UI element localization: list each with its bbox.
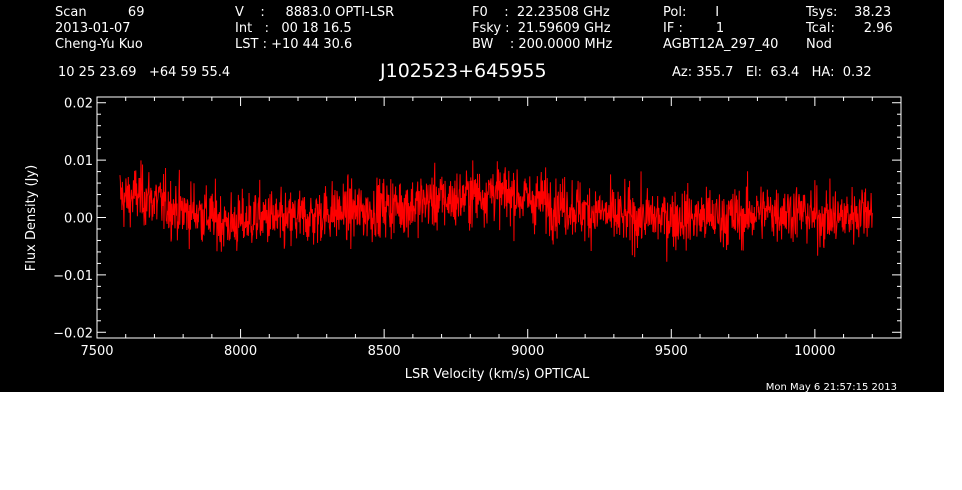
x-axis-label: LSR Velocity (km/s) OPTICAL (405, 367, 590, 382)
y-axis-label: Flux Density (Jy) (24, 165, 39, 271)
header-bw: BW : 200.0000 MHz (472, 37, 613, 52)
y-tick-label: 0.01 (64, 154, 93, 169)
y-tick-label: −0.02 (53, 326, 93, 341)
header-date: 2013-01-07 (55, 21, 131, 36)
source-name: J102523+645955 (380, 60, 547, 82)
x-tick-label: 9500 (655, 344, 688, 359)
header-nod: Nod (806, 37, 832, 52)
y-tick-label: −0.01 (53, 269, 93, 284)
spectrum-line (119, 160, 873, 262)
header-project: AGBT12A_297_40 (663, 37, 779, 52)
header-azel: Az: 355.7 El: 63.4 HA: 0.32 (672, 65, 872, 80)
header-f0: F0 : 22.23508 GHz (472, 5, 610, 20)
header-if: IF : 1 (663, 21, 725, 36)
header-coordinates: 10 25 23.69 +64 59 55.4 (58, 65, 231, 80)
header-fsky: Fsky : 21.59609 GHz (472, 21, 611, 36)
plot-panel: Scan 69 2013-01-07 Cheng-Yu Kuo V : 8883… (0, 0, 944, 392)
y-tick-label: 0.00 (64, 212, 93, 227)
x-tick-label: 8500 (368, 344, 401, 359)
x-tick-label: 7500 (80, 344, 113, 359)
header-tsys: Tsys: 38.23 (806, 5, 892, 20)
header-pol: Pol: I (663, 5, 720, 20)
header-observer: Cheng-Yu Kuo (55, 37, 143, 52)
x-tick-label: 9000 (511, 344, 544, 359)
x-tick-label: 10000 (794, 344, 835, 359)
header-lst: LST : +10 44 30.6 (235, 37, 353, 52)
spectrum-trace (119, 160, 873, 262)
header-velocity: V : 8883.0 OPTI-LSR (235, 5, 395, 20)
axes: 7500 8000 8500 9000 9500 10000 −0.02 −0.01 0.00 0… (53, 97, 902, 359)
x-tick-label: 8000 (224, 344, 257, 359)
y-tick-label: 0.02 (64, 97, 93, 112)
header-tcal: Tcal: 2.96 (806, 21, 893, 36)
header-scan: Scan 69 (55, 5, 145, 20)
spectrum-chart: 7500 8000 8500 9000 9500 10000 −0.02 −0.01 0.00 0… (24, 96, 902, 392)
header-int: Int : 00 18 16.5 (235, 21, 352, 36)
plot-timestamp: Mon May 6 21:57:15 2013 (766, 382, 897, 392)
